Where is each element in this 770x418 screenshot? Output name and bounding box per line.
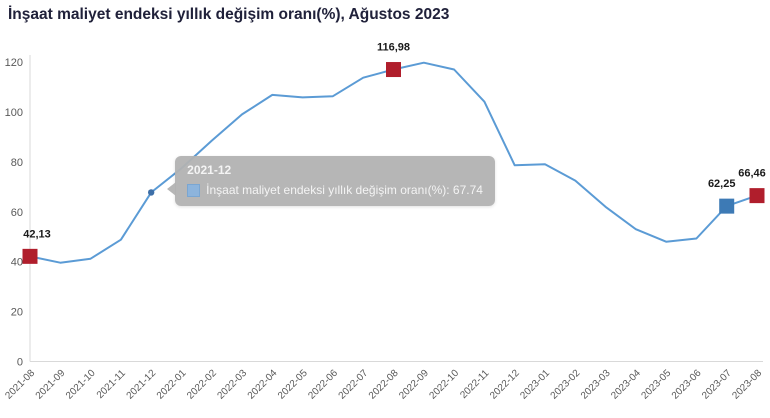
x-tick-label: 2023-04 [609, 368, 643, 402]
x-tick-label: 2023-01 [518, 368, 552, 402]
x-tick-label: 2022-07 [337, 368, 371, 402]
x-tick-label: 2022-11 [458, 368, 492, 402]
y-tick-label: 120 [5, 57, 23, 69]
x-tick-label: 2021-09 [34, 368, 68, 402]
x-tick-label: 2022-10 [427, 368, 461, 402]
y-tick-label: 40 [11, 257, 23, 269]
y-tick-label: 60 [11, 207, 23, 219]
x-tick-label: 2022-08 [367, 368, 401, 402]
x-tick-label: 2023-03 [579, 368, 613, 402]
x-tick-label: 2022-06 [306, 368, 340, 402]
x-tick-label: 2021-08 [3, 368, 37, 402]
x-tick-label: 2022-01 [155, 368, 189, 402]
x-tick-label: 2023-06 [670, 368, 704, 402]
tooltip-series-value: İnşaat maliyet endeksi yıllık değişim or… [206, 183, 483, 198]
x-tick-label: 2023-08 [730, 368, 764, 402]
y-tick-label: 100 [5, 107, 23, 119]
x-tick-label: 2022-04 [246, 368, 280, 402]
tooltip-period: 2021-12 [187, 163, 232, 178]
y-tick-label: 0 [17, 357, 23, 369]
x-tick-label: 2022-12 [488, 368, 522, 402]
chart-title: İnşaat maliyet endeksi yıllık değişim or… [8, 6, 450, 23]
x-tick-label: 2022-03 [215, 368, 249, 402]
x-tick-label: 2022-05 [276, 368, 310, 402]
x-tick-label: 2022-09 [397, 368, 431, 402]
marker-value-label: 42,13 [23, 228, 51, 240]
marker-2023-08[interactable] [749, 188, 765, 204]
hover-point-dot[interactable] [147, 189, 155, 196]
marker-2023-07[interactable] [719, 198, 735, 214]
y-tick-label: 20 [11, 307, 23, 319]
x-tick-label: 2022-02 [185, 368, 219, 402]
marker-value-label: 116,98 [377, 42, 410, 54]
x-tick-label: 2021-10 [64, 368, 98, 402]
x-tick-label: 2023-02 [549, 368, 583, 402]
x-tick-label: 2021-11 [95, 368, 129, 402]
marker-value-label: 66,46 [738, 168, 766, 180]
x-tick-label: 2021-12 [125, 368, 159, 402]
x-tick-label: 2023-05 [640, 368, 674, 402]
marker-value-label: 62,25 [708, 178, 736, 190]
series-legend-icon [187, 183, 201, 197]
x-tick-label: 2023-07 [700, 368, 734, 402]
y-tick-label: 80 [11, 157, 23, 169]
marker-2022-08[interactable] [386, 62, 401, 78]
marker-2021-08[interactable] [22, 248, 38, 264]
hover-tooltip: 2021-12 İnşaat maliyet endeksi yıllık de… [167, 156, 495, 207]
